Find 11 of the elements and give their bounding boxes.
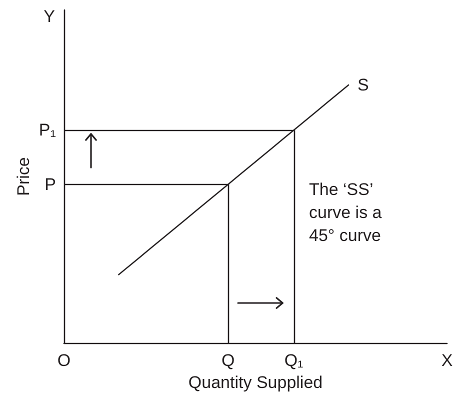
x-axis-title: Quantity Supplied — [188, 373, 323, 392]
ref-line-label: P₁ — [38, 120, 56, 140]
ref-line-label: P — [44, 174, 56, 194]
y-axis-title: Price — [14, 157, 33, 196]
series-label: S — [358, 76, 369, 94]
x-tick-label: Q — [222, 351, 235, 370]
text: Y — [44, 7, 55, 26]
x-tick-label: O — [57, 351, 71, 370]
annotation: The ‘SS’ curve is a 45° curve — [309, 180, 382, 245]
x-tick-label: Q₁ — [284, 351, 304, 370]
x-tick-label: X — [441, 351, 453, 370]
